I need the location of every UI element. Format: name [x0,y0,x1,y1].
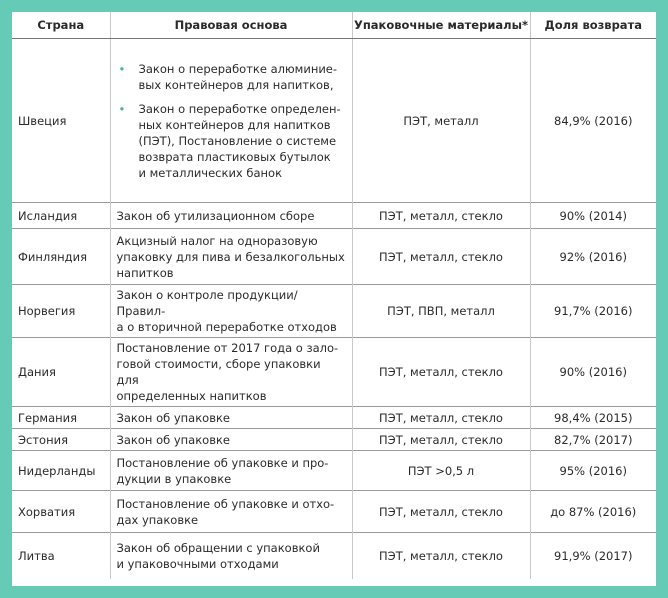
materials-cell: ПЭТ, металл, стекло [351,228,530,285]
rate-cell: 91,7% (2016) [529,284,656,338]
bullet-item: Закон о переработке определен-ных контей… [117,101,346,181]
rate-cell: 92% (2016) [529,228,656,285]
materials-cell: ПЭТ >0,5 л [351,450,530,491]
law-cell: Постановление об упаковке и про-дукции в… [109,450,352,491]
text-line: Закон об упаковке [116,432,231,447]
data-table: Страна Правовая основа Упаковочные материа… [12,12,656,579]
country-cell: Швеция [12,38,110,203]
materials-cell: ПЭТ, металл, стекло [351,428,530,451]
text-line: а о вторичной переработке отходов [116,320,337,334]
text-line: говой стоимости, сборе упаковки для [116,357,321,387]
text-line: Закон о контроле продукции/Правил- [116,288,298,318]
rate-cell: до 87% (2016) [529,490,656,533]
column-header: Упаковочные материалы* [351,12,530,39]
materials-cell: ПЭТ, металл, стекло [351,337,530,407]
text-line: напитков [116,265,174,280]
table-row: Дания Постановление от 2017 года о зало-г… [12,337,656,407]
country-cell: Литва [12,532,110,579]
paragraph: Акцизный налог на одноразовую упаковку дл… [117,233,346,281]
materials-cell: ПЭТ, ПВП, металл [351,284,530,338]
paragraph: Закон об утилизационном сборе [117,208,346,224]
law-cell: Закон об упаковке [109,406,352,429]
country-cell: Норвегия [12,284,110,338]
text-line: Закон об упаковке [116,410,231,425]
column-header: Доля возврата [529,12,656,39]
materials-cell: ПЭТ, металл [351,38,530,203]
text-line: дукции в упаковке [116,471,232,486]
text-line: Постановление об упаковке и про- [116,455,329,470]
table-row: Исландия Закон об утилизационном сборе ПЭТ… [12,202,656,229]
table-body: ШвецияЗакон о переработке алюминие-вых к… [12,38,656,579]
materials-cell: ПЭТ, металл, стекло [351,202,530,229]
table-row: ШвецияЗакон о переработке алюминие-вых к… [12,38,656,203]
text-line: Акцизный налог на одноразовую [116,233,318,248]
country-cell: Дания [12,337,110,407]
materials-cell: ПЭТ, металл, стекло [351,406,530,429]
rate-cell: 95% (2016) [529,450,656,491]
law-cell: Закон о переработке алюминие-вых контейн… [109,38,352,203]
table-row: Финляндия Акцизный налог на одноразовую уп… [12,228,656,285]
rate-cell: 90% (2014) [529,202,656,229]
text-line: ных контейнеров для напитков [138,117,331,132]
text-line: дах упаковке [116,512,199,527]
rate-cell: 84,9% (2016) [529,38,656,203]
rate-cell: 82,7% (2017) [529,428,656,451]
text-line: вых контейнеров для напитков, [138,77,334,92]
country-cell: Германия [12,406,110,429]
country-cell: Хорватия [12,490,110,533]
column-header: Правовая основа [109,12,352,39]
text-line: определенных напитков [116,389,267,403]
header-row: Страна Правовая основа Упаковочные материа… [12,12,656,39]
materials-cell: ПЭТ, металл, стекло [351,532,530,579]
text-line: и металлических банок [138,165,283,180]
text-line: Закон об обращении с упаковкой [116,540,320,555]
country-cell: Исландия [12,202,110,229]
paragraph: Закон об обращении с упаковкой и упаковоч… [117,540,346,572]
country-cell: Нидерланды [12,450,110,491]
text-line: Закон о переработке определен- [138,101,341,116]
law-cell: Закон об упаковке [109,428,352,451]
text-line: Закон об утилизационном сборе [116,208,315,223]
paragraph: Закон об упаковке [117,410,346,426]
column-header: Страна [12,12,110,39]
law-cell: Постановление об упаковке и отхо-дах упа… [109,490,352,533]
text-line: и упаковочными отходами [116,556,279,571]
table-row: Германия Закон об упаковке ПЭТ, металл, ст… [12,406,656,429]
paragraph: Закон о контроле продукции/Правил-а о вт… [117,287,346,335]
law-cell: Закон о контроле продукции/Правил-а о вт… [109,284,352,338]
paragraph: Постановление об упаковке и отхо-дах упа… [117,496,346,528]
table-row: Эстония Закон об упаковке ПЭТ, металл, сте… [12,428,656,451]
country-cell: Финляндия [12,228,110,285]
text-line: Закон о переработке алюминие- [138,61,338,76]
paragraph: Постановление от 2017 года о зало-говой … [117,340,346,404]
text-line: упаковку для пива и безалкогольных [116,249,345,264]
table-row: Нидерланды Постановление об упаковке и пр… [12,450,656,491]
rate-cell: 98,4% (2015) [529,406,656,429]
text-line: Постановление от 2017 года о зало- [116,341,339,355]
materials-cell: ПЭТ, металл, стекло [351,490,530,533]
law-cell: Акцизный налог на одноразовую упаковку дл… [109,228,352,285]
text-line: возврата пластиковых бутылок [138,149,331,164]
table-row: Литва Закон об обращении с упаковкой и упа… [12,532,656,579]
rate-cell: 91,9% (2017) [529,532,656,579]
country-cell: Эстония [12,428,110,451]
paragraph: Закон об упаковке [117,432,346,448]
law-cell: Закон об обращении с упаковкой и упаковоч… [109,532,352,579]
table-row: Хорватия Постановление об упаковке и отхо… [12,490,656,533]
text-line: Постановление об упаковке и отхо- [116,496,335,511]
text-line: (ПЭТ), Постановление о системе [138,133,337,148]
law-cell: Постановление от 2017 года о зало-говой … [109,337,352,407]
table-row: Норвегия Закон о контроле продукции/Прави… [12,284,656,338]
bullet-item: Закон о переработке алюминие-вых контейн… [117,61,346,93]
law-cell: Закон об утилизационном сборе [109,202,352,229]
paragraph: Постановление об упаковке и про-дукции в… [117,455,346,487]
rate-cell: 90% (2016) [529,337,656,407]
